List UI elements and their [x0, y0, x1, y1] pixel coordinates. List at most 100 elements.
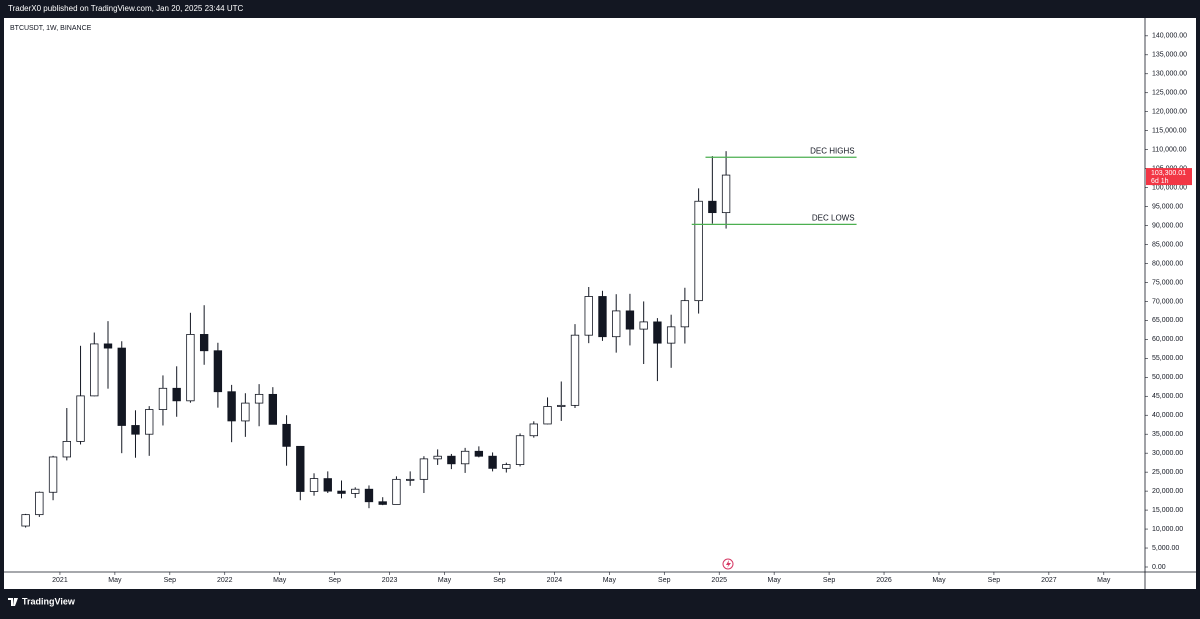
candle-body — [612, 310, 621, 338]
y-tick-label: 5,000.00 — [1152, 545, 1179, 552]
candle-body — [103, 343, 113, 349]
candle-body — [406, 478, 415, 481]
y-tick-label: 75,000.00 — [1152, 279, 1183, 286]
y-tick-label: 25,000.00 — [1152, 469, 1183, 476]
candle-body — [488, 455, 497, 469]
y-tick-label: 140,000.00 — [1152, 33, 1187, 40]
footer-brand: TradingView — [22, 596, 76, 606]
candle-body — [708, 200, 717, 214]
x-tick-label: 2021 — [52, 577, 68, 584]
candle-body — [543, 406, 552, 425]
x-tick-label: Sep — [328, 577, 341, 584]
y-tick-label: 65,000.00 — [1152, 317, 1183, 324]
candle-body — [199, 334, 209, 352]
brand-logo — [8, 598, 18, 606]
candle-body — [529, 423, 538, 437]
candle-body — [570, 334, 580, 406]
candle-body — [392, 478, 401, 505]
symbol-title: BTCUSDT, 1W, BINANCE — [10, 25, 92, 32]
x-tick-label: Sep — [164, 577, 177, 584]
candle-body — [35, 491, 44, 516]
x-tick-label: Sep — [823, 577, 836, 584]
candle-body — [309, 478, 319, 492]
candle-body — [584, 296, 593, 336]
price-countdown: 6d 1h — [1151, 178, 1169, 185]
candle-body — [515, 435, 525, 465]
candle-body — [653, 321, 662, 344]
candle-body — [474, 450, 484, 457]
x-tick-label: 2022 — [217, 577, 233, 584]
y-tick-label: 15,000.00 — [1152, 507, 1183, 514]
candle-body — [62, 441, 71, 458]
candle-body — [186, 334, 195, 402]
candle-body — [680, 300, 690, 328]
y-tick-label: 90,000.00 — [1152, 222, 1183, 229]
candle-body — [598, 296, 607, 338]
candle-body — [213, 350, 223, 393]
candle-body — [351, 488, 360, 494]
price-label: 103,300.01 — [1151, 170, 1186, 177]
y-tick-label: 95,000.00 — [1152, 203, 1183, 210]
candle-body — [268, 393, 278, 425]
y-tick-label: 50,000.00 — [1152, 374, 1183, 381]
candle-body — [419, 458, 429, 480]
candle-body — [639, 321, 648, 330]
y-tick-label: 55,000.00 — [1152, 355, 1183, 362]
candle-body — [721, 174, 731, 214]
y-tick-label: 40,000.00 — [1152, 412, 1183, 419]
lightning-icon — [722, 558, 734, 570]
candle-body — [90, 343, 99, 397]
x-tick-label: May — [438, 577, 452, 584]
candle-body — [48, 456, 58, 493]
candle-body — [172, 387, 181, 402]
y-tick-label: 70,000.00 — [1152, 298, 1183, 305]
y-tick-label: 110,000.00 — [1152, 146, 1187, 153]
candle-body — [364, 488, 374, 503]
candle-body — [447, 455, 456, 465]
candle-body — [241, 402, 250, 422]
y-tick-label: 35,000.00 — [1152, 431, 1183, 438]
x-tick-label: 2023 — [382, 577, 398, 584]
candle-body — [502, 464, 511, 469]
y-tick-label: 100,000.00 — [1152, 184, 1187, 191]
x-tick-label: Sep — [658, 577, 671, 584]
x-tick-label: 2025 — [711, 577, 727, 584]
x-tick-label: Sep — [493, 577, 506, 584]
candle-body — [131, 425, 140, 435]
candle-body — [625, 310, 635, 330]
x-tick-label: May — [108, 577, 122, 584]
candle-body — [694, 200, 703, 302]
x-tick-label: May — [273, 577, 287, 584]
x-tick-label: 2024 — [547, 577, 563, 584]
x-tick-label: May — [1097, 577, 1111, 584]
level-label: DEC HIGHS — [810, 146, 854, 155]
y-tick-label: 125,000.00 — [1152, 90, 1187, 97]
y-tick-label: 30,000.00 — [1152, 450, 1183, 457]
y-tick-label: 130,000.00 — [1152, 71, 1187, 78]
publisher: TraderX0 published on TradingView.com, J… — [8, 4, 243, 13]
candle-body — [21, 514, 30, 527]
y-tick-label: 115,000.00 — [1152, 128, 1187, 135]
candle-body — [666, 326, 676, 344]
candle-body — [378, 501, 387, 505]
y-tick-label: 120,000.00 — [1152, 109, 1187, 116]
candle-body — [460, 450, 470, 465]
x-tick-label: 2026 — [876, 577, 892, 584]
candle-body — [158, 387, 168, 410]
candle-body — [296, 445, 305, 492]
level-label: DEC LOWS — [812, 214, 855, 223]
y-tick-label: 60,000.00 — [1152, 336, 1183, 343]
y-tick-label: 135,000.00 — [1152, 52, 1187, 59]
y-tick-label: 0.00 — [1152, 564, 1166, 571]
candle-body — [323, 478, 332, 492]
x-tick-label: Sep — [988, 577, 1001, 584]
candle-body — [145, 409, 154, 435]
y-tick-label: 45,000.00 — [1152, 393, 1183, 400]
candle-body — [227, 391, 236, 422]
x-tick-label: May — [603, 577, 617, 584]
candle-body — [337, 490, 346, 494]
y-tick-label: 80,000.00 — [1152, 260, 1183, 267]
candle-body — [117, 347, 126, 426]
